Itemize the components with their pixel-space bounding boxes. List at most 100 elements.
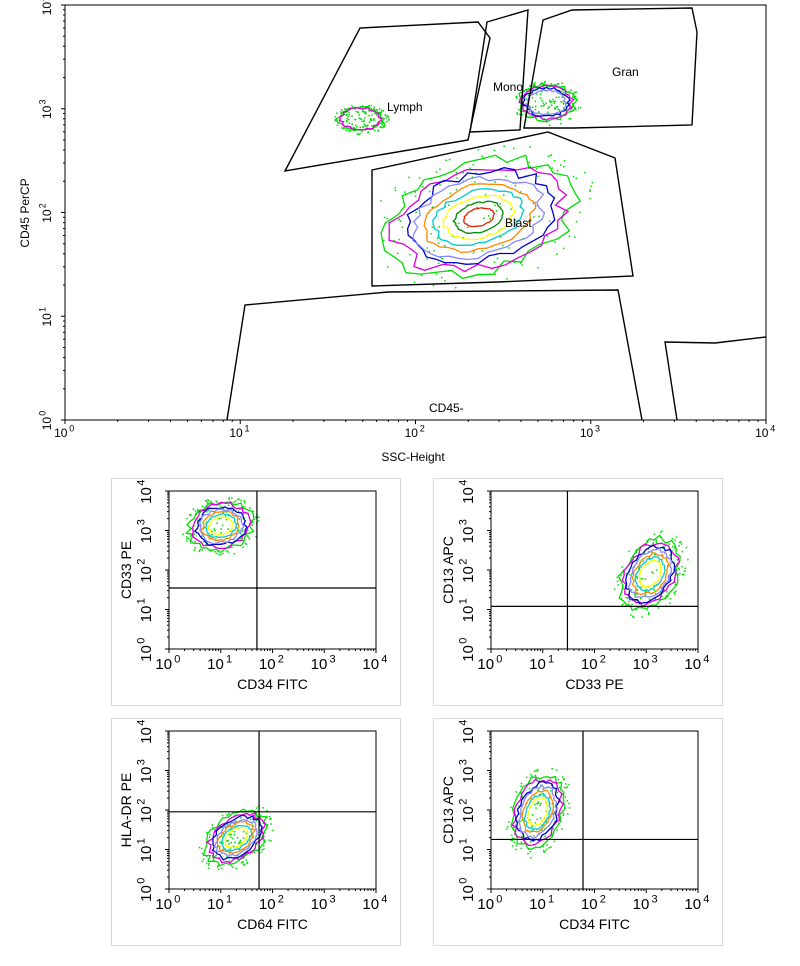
- event-dot: [230, 833, 232, 835]
- event-dot: [558, 109, 561, 112]
- event-dot: [629, 574, 631, 576]
- event-dot: [658, 560, 660, 562]
- event-dot: [207, 509, 210, 511]
- event-dot: [520, 847, 523, 850]
- event-dot: [462, 237, 464, 239]
- event-dot: [206, 506, 208, 508]
- density-contour: [518, 84, 575, 121]
- event-dot: [519, 820, 522, 823]
- event-dot: [364, 125, 366, 127]
- event-dot: [334, 120, 337, 122]
- event-dot: [647, 613, 650, 616]
- event-dot: [233, 822, 235, 825]
- mini-xlabel-1: CD34 FITC: [237, 676, 308, 692]
- event-dot: [657, 607, 660, 609]
- x-tick-exponent: 1: [244, 424, 249, 434]
- event-dot: [513, 261, 516, 264]
- density-contour: [219, 825, 253, 852]
- event-dot: [370, 119, 373, 121]
- event-dot: [377, 130, 379, 132]
- x-tick-label: 10: [259, 896, 276, 913]
- event-dot: [481, 155, 483, 157]
- event-dot: [589, 197, 591, 200]
- event-dot: [589, 190, 591, 192]
- event-dot: [185, 540, 188, 542]
- event-dot: [571, 102, 574, 105]
- event-dot: [537, 175, 539, 178]
- x-tick-label: 10: [529, 656, 546, 673]
- event-dot: [263, 840, 265, 842]
- event-dot: [345, 114, 347, 116]
- event-dot: [511, 839, 514, 842]
- event-dot: [334, 119, 336, 121]
- event-dot: [568, 235, 571, 238]
- event-dot: [413, 281, 416, 284]
- event-dot: [506, 828, 508, 830]
- event-dot: [455, 171, 458, 174]
- event-dot: [216, 501, 218, 504]
- event-dot: [529, 165, 532, 168]
- event-dot: [238, 518, 241, 520]
- event-dot: [562, 89, 564, 91]
- event-dot: [653, 533, 656, 535]
- event-dot: [550, 784, 553, 787]
- event-dot: [349, 130, 351, 132]
- event-dot: [572, 175, 575, 178]
- event-dot: [229, 836, 232, 838]
- event-dot: [344, 108, 346, 111]
- event-dot: [383, 216, 386, 219]
- x-tick-label: 10: [477, 896, 494, 913]
- event-dot: [670, 579, 673, 581]
- density-contour: [380, 154, 581, 280]
- x-tick-label: 10: [155, 896, 172, 913]
- x-tick-exponent: 3: [652, 653, 658, 665]
- event-dot: [499, 203, 501, 205]
- event-dot: [218, 504, 221, 506]
- y-tick-label: 10: [460, 566, 477, 583]
- event-dot: [532, 84, 535, 86]
- event-dot: [349, 108, 352, 111]
- event-dot: [659, 531, 662, 534]
- event-dot: [364, 112, 366, 114]
- event-dot: [373, 129, 376, 132]
- y-tick-exponent: 4: [457, 720, 469, 726]
- event-dot: [644, 578, 647, 580]
- event-dot: [472, 252, 475, 254]
- event-dot: [201, 860, 204, 863]
- event-dot: [387, 116, 390, 118]
- event-dot: [521, 795, 524, 798]
- event-dot: [534, 81, 536, 84]
- event-dot: [207, 502, 209, 505]
- event-dot: [197, 511, 200, 513]
- event-dot: [567, 813, 569, 815]
- event-dot: [243, 500, 245, 502]
- event-dot: [655, 541, 658, 544]
- event-dot: [268, 816, 271, 818]
- event-dot: [189, 514, 191, 516]
- event-dot: [257, 805, 260, 807]
- event-dot: [556, 253, 558, 255]
- event-dot: [551, 101, 553, 103]
- event-dot: [471, 176, 474, 178]
- event-dot: [542, 102, 545, 104]
- event-dot: [238, 848, 241, 851]
- density-contour: [522, 86, 571, 117]
- event-dot: [236, 836, 239, 839]
- event-dot: [230, 842, 232, 844]
- event-dot: [393, 240, 395, 242]
- event-dot: [194, 547, 196, 549]
- event-dot: [561, 96, 563, 98]
- event-dot: [214, 551, 216, 553]
- density-contour: [207, 516, 234, 536]
- event-dot: [531, 90, 533, 92]
- event-dot: [527, 852, 529, 855]
- event-dot: [661, 595, 663, 598]
- event-dot: [211, 530, 213, 532]
- event-dot: [347, 116, 349, 118]
- event-dot: [213, 859, 215, 862]
- event-dot: [530, 773, 532, 776]
- y-tick-label: 10: [460, 806, 477, 823]
- event-dot: [669, 602, 671, 604]
- event-dot: [617, 584, 620, 586]
- event-dot: [521, 264, 523, 266]
